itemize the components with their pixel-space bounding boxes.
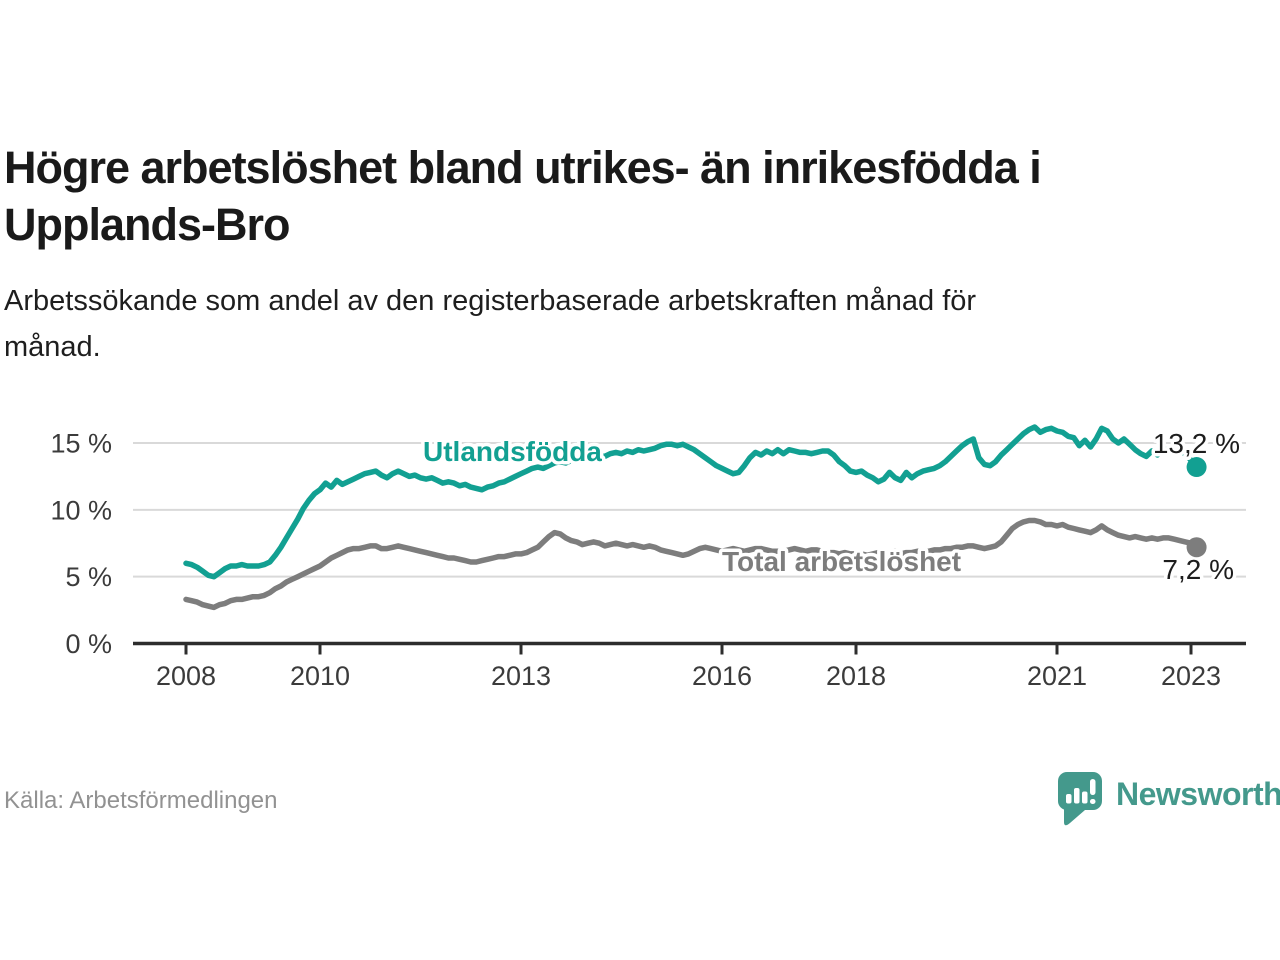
end-dot <box>1186 537 1207 558</box>
source-note: Källa: Arbetsförmedlingen <box>4 787 278 814</box>
x-axis-label: 2008 <box>156 661 216 691</box>
x-tick-layer <box>184 645 1193 655</box>
newsworthy-logo-text: Newsworthy <box>1116 776 1280 812</box>
bar-chart-speech-bubble-icon <box>1058 772 1102 826</box>
page-subtitle: Arbetssökande som andel av den registerb… <box>4 285 977 364</box>
newsworthy-logo: Newsworthy <box>1056 770 1280 830</box>
end-value-label-total: 7,2 % <box>1162 554 1234 585</box>
end-dot-layer <box>1186 457 1207 558</box>
line-total-arbetsloshet <box>183 517 1200 611</box>
series-layer <box>183 424 1200 611</box>
x-axis-label: 2010 <box>290 661 350 691</box>
series-label-total-arbetsloshet: Total arbetslöshet <box>722 546 961 577</box>
y-axis-label: 5 % <box>65 562 112 592</box>
x-axis-label: 2023 <box>1161 661 1221 691</box>
x-axis-label: 2021 <box>1027 661 1087 691</box>
line-utlandsfodda <box>183 424 1200 580</box>
grid-layer <box>133 441 1246 578</box>
series-label-utlandsfodda: Utlandsfödda <box>423 436 602 467</box>
end-value-label-utlandsfodda: 13,2 % <box>1153 428 1240 459</box>
x-axis-label: 2013 <box>491 661 551 691</box>
x-axis-label: 2018 <box>826 661 886 691</box>
page-title: Högre arbetslöshet bland utrikes- än inr… <box>4 142 1042 250</box>
y-axis-label: 10 % <box>50 495 112 525</box>
y-axis-label: 15 % <box>50 428 112 458</box>
y-axis-label: 0 % <box>65 629 112 659</box>
axis-label-layer: 0 % 5 % 10 % 15 % 2008 2010 2013 2016 2018 2021 20… <box>50 428 1221 691</box>
x-axis-label: 2016 <box>692 661 752 691</box>
end-dot <box>1186 457 1207 478</box>
